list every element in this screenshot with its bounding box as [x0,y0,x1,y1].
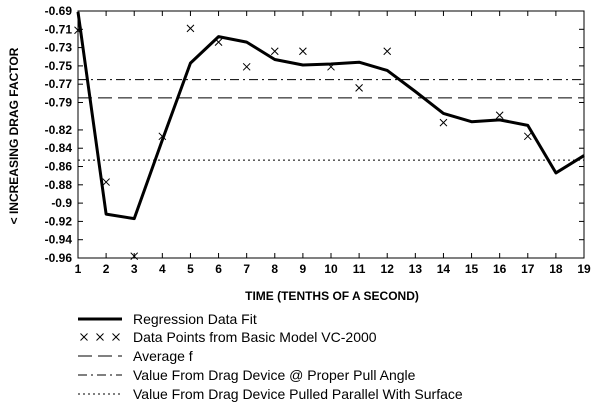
y-tick-label: -0.71 [45,22,73,36]
x-tick-label: 1 [75,262,82,276]
x-tick-label: 19 [577,262,591,276]
data-point [327,62,335,71]
y-axis: -0.69 -0.71 -0.73 -0.75 -0.77 -0.79 -0.82 -0.84… [45,4,584,265]
x-tick-label: 5 [187,262,194,276]
y-axis-title: < INCREASING DRAG FACTOR [7,47,21,224]
x-tick-label: 8 [271,262,278,276]
data-point [186,24,195,33]
data-point-stroke [439,118,448,127]
legend-label: Value From Drag Device @ Proper Pull Ang… [133,367,416,383]
y-tick-label: -0.69 [45,4,73,18]
data-point [74,26,82,35]
data-point-stroke [299,47,307,56]
legend-item: Value From Drag Device Pulled Parallel W… [78,386,463,402]
legend-swatch-x [96,333,104,341]
data-point-stroke [383,47,392,56]
y-tick-label: -0.9 [51,196,72,210]
legend-item: Regression Data Fit [78,311,257,327]
x-tick-label: 16 [493,262,507,276]
y-tick-label: -0.96 [45,251,73,265]
data-point-stroke [158,132,167,141]
y-tick-label: -0.82 [45,123,73,137]
data-point [102,178,110,186]
x-tick-label: 7 [243,262,250,276]
data-point-stroke [186,24,195,33]
y-tick-label: -0.84 [45,141,73,155]
x-tick-label: 2 [103,262,110,276]
data-point-stroke [242,62,251,71]
legend: Regression Data Fit Data Points from Basi… [78,311,463,402]
x-tick-label: 14 [437,262,451,276]
x-tick-label: 10 [324,262,338,276]
data-point [270,47,279,56]
legend-label: Data Points from Basic Model VC-2000 [133,329,377,345]
legend-label: Regression Data Fit [133,311,257,327]
y-tick-label: -0.94 [45,233,73,247]
legend-item: Average f [78,348,193,364]
data-point-stroke [270,47,279,56]
x-axis: 1 2 3 4 5 6 7 8 9 10 11 12 13 14 15 16 17 18 19 [75,11,591,276]
legend-swatch-x [80,333,88,341]
reference-lines [78,79,584,161]
data-point-stroke [327,62,335,71]
data-point [214,38,223,46]
y-tick-label: -0.73 [45,41,73,55]
data-point-markers [74,24,532,261]
data-point [439,118,448,127]
legend-item: Data Points from Basic Model VC-2000 [80,329,377,345]
data-point [299,47,307,56]
x-tick-label: 6 [215,262,222,276]
data-point-stroke [355,83,363,92]
data-point [158,132,167,141]
legend-label: Average f [133,348,193,364]
y-tick-label: -0.77 [45,77,73,91]
y-tick-label: -0.88 [45,178,73,192]
data-point [383,47,392,56]
x-tick-label: 11 [353,262,366,276]
x-tick-label: 15 [465,262,479,276]
legend-item: Value From Drag Device @ Proper Pull Ang… [78,367,416,383]
data-point-stroke [214,38,223,46]
x-tick-label: 9 [300,262,307,276]
regression-series [76,11,585,221]
x-tick-label: 17 [521,262,535,276]
data-point-stroke [495,111,504,120]
data-point-stroke [523,132,532,141]
data-point-stroke [102,178,110,186]
y-tick-label: -0.92 [45,214,73,228]
x-axis-title: TIME (TENTHS OF A SECOND) [245,289,419,303]
x-tick-label: 12 [381,262,395,276]
x-tick-label: 3 [131,262,138,276]
y-tick-label: -0.86 [45,160,73,174]
data-point-stroke [74,26,82,35]
data-point [523,132,532,141]
data-point [495,111,504,120]
data-point [242,62,251,71]
x-tick-label: 4 [159,262,166,276]
x-tick-label: 13 [409,262,423,276]
regression-line [76,11,585,221]
y-tick-label: -0.79 [45,95,73,109]
legend-swatch-x [112,333,120,341]
y-tick-label: -0.75 [45,59,73,73]
legend-label: Value From Drag Device Pulled Parallel W… [133,386,463,402]
data-point [355,83,363,92]
x-tick-label: 18 [549,262,563,276]
